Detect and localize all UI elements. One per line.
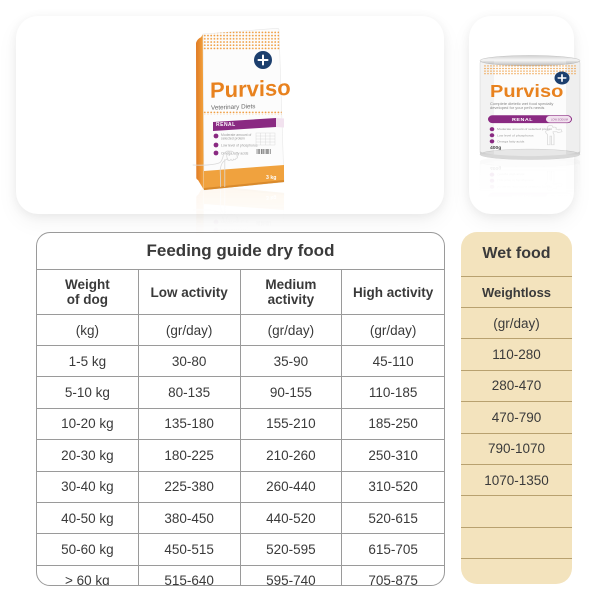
svg-text:400g: 400g <box>490 145 502 150</box>
svg-text:LOW SODIUM: LOW SODIUM <box>551 118 568 121</box>
svg-text:Omega fatty acids: Omega fatty acids <box>497 140 525 144</box>
svg-text:developed for your pet's needs: developed for your pet's needs <box>490 106 545 110</box>
svg-text:Low level of phosphorus: Low level of phosphorus <box>221 143 258 147</box>
svg-text:RENAL: RENAL <box>216 122 236 128</box>
svg-text:Purviso: Purviso <box>210 75 291 103</box>
svg-text:selected protein: selected protein <box>221 136 245 140</box>
svg-text:Purviso: Purviso <box>185 124 194 153</box>
svg-text:Complete dietetic wet food spe: Complete dietetic wet food specially <box>490 102 554 106</box>
svg-text:Low level of phosphorus: Low level of phosphorus <box>497 134 534 138</box>
svg-text:Purviso: Purviso <box>490 81 563 100</box>
svg-text:Moderate amount of selected pr: Moderate amount of selected protein <box>497 127 552 131</box>
svg-text:RENAL: RENAL <box>512 117 533 123</box>
svg-text:3 kg: 3 kg <box>266 175 276 181</box>
